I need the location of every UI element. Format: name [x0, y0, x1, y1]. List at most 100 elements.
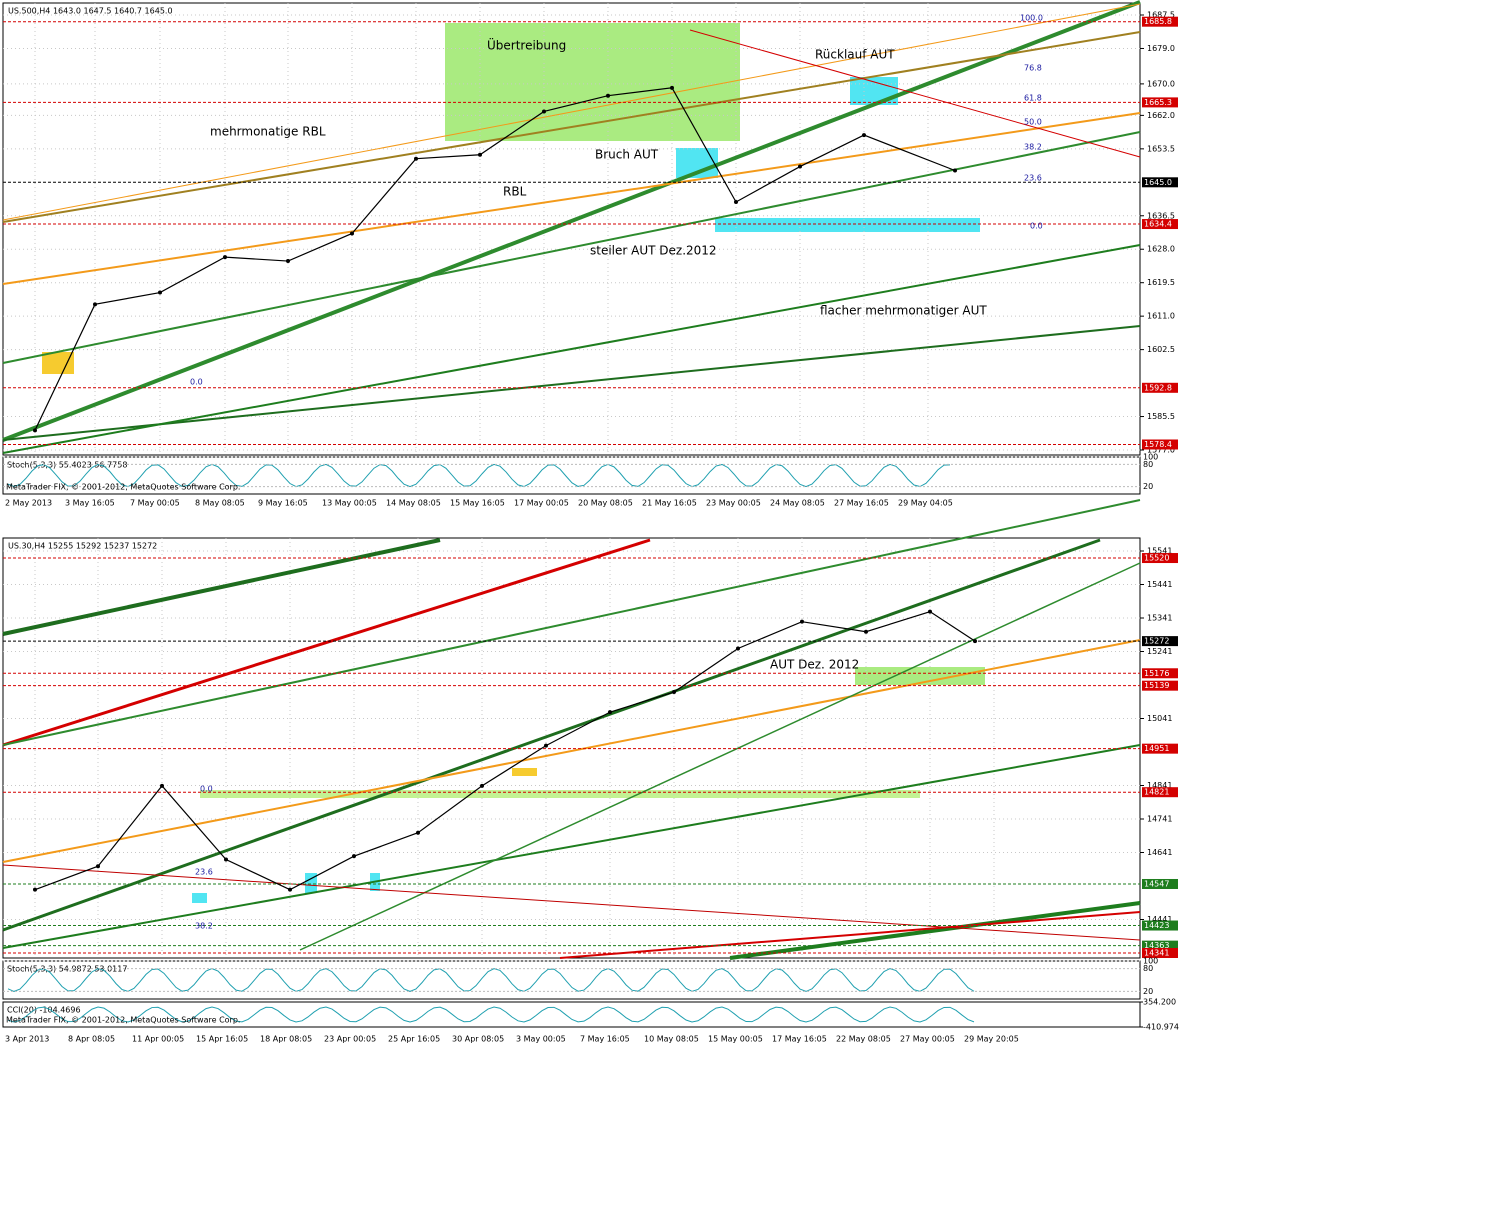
x-tick-label: 29 May 20:05	[964, 1035, 1019, 1044]
price-point	[973, 639, 977, 644]
price-tag-label: 15520	[1144, 554, 1169, 563]
price-point	[862, 133, 866, 138]
fib-label: 23.6	[1024, 174, 1042, 183]
trend-line	[2, 864, 1141, 941]
price-point	[286, 259, 290, 264]
x-tick-label: 13 May 00:05	[322, 499, 377, 508]
trend-line	[2, 538, 651, 747]
price-point	[928, 609, 932, 614]
x-tick-label: 23 May 00:05	[706, 499, 761, 508]
fib-label: 0.0	[190, 378, 203, 387]
y-tick-label: 15341	[1147, 614, 1172, 623]
x-tick-label: 2 May 2013	[5, 499, 52, 508]
price-point	[414, 156, 418, 161]
price-tag	[1142, 878, 1178, 889]
price-line	[34, 610, 976, 891]
price-tag	[1142, 16, 1178, 27]
fib-label: 38.2	[195, 922, 213, 931]
fib-label: 0.0	[200, 785, 213, 794]
trend-line	[2, 538, 441, 636]
x-tick-label: 25 Apr 16:05	[388, 1035, 440, 1044]
price-point	[480, 783, 484, 788]
indicator-tick-label: 354.200	[1143, 998, 1176, 1007]
copyright: MetaTrader FIX, © 2001-2012, MetaQuotes …	[6, 1016, 240, 1025]
x-tick-label: 9 May 16:05	[258, 499, 308, 508]
indicator-panel	[2, 456, 1141, 495]
y-tick-label: 1662.0	[1147, 111, 1175, 120]
x-tick-label: 29 May 04:05	[898, 499, 953, 508]
indicator-tick-label: 100	[1143, 453, 1158, 462]
y-tick-label: 15041	[1147, 714, 1172, 723]
x-tick-label: 3 Apr 2013	[5, 1035, 49, 1044]
price-tag-label: 1685.8	[1144, 17, 1172, 26]
price-tag	[1142, 940, 1178, 951]
y-tick-label: 14641	[1147, 848, 1172, 857]
highlight-zone	[192, 893, 207, 903]
highlight-zone	[850, 77, 898, 105]
price-point	[606, 93, 610, 98]
price-tag	[1142, 680, 1178, 691]
price-point	[608, 710, 612, 715]
x-tick-label: 15 Apr 16:05	[196, 1035, 248, 1044]
trend-line	[2, 538, 1101, 932]
indicator-tick-label: 80	[1143, 964, 1153, 973]
price-point	[953, 168, 957, 173]
price-tag-label: 1634.4	[1144, 220, 1172, 229]
indicator-label: CCI(20) -104.4696	[7, 1006, 81, 1015]
x-tick-label: 27 May 16:05	[834, 499, 889, 508]
trend-line	[2, 499, 1141, 746]
price-tag-label: 14341	[1144, 949, 1169, 958]
chart-title: US.30,H4 15255 15292 15237 15272	[8, 542, 157, 551]
price-tag	[1142, 553, 1178, 564]
highlight-zone	[305, 873, 317, 893]
trend-line	[2, 244, 1141, 454]
price-point	[352, 854, 356, 859]
x-tick-label: 23 Apr 00:05	[324, 1035, 376, 1044]
y-tick-label: 1602.5	[1147, 345, 1175, 354]
annotation: Rücklauf AUT	[815, 48, 895, 62]
y-tick-label: 14841	[1147, 781, 1172, 790]
trend-line	[559, 911, 1141, 959]
highlight-zone	[512, 768, 537, 776]
price-tag	[1142, 787, 1178, 798]
fib-label: 38.2	[1024, 143, 1042, 152]
annotation: RBL	[503, 185, 527, 199]
price-tag-label: 15272	[1144, 637, 1169, 646]
y-tick-label: 1687.5	[1147, 11, 1175, 20]
indicator-tick-label: 80	[1143, 460, 1153, 469]
price-tag	[1142, 97, 1178, 108]
price-tag	[1142, 219, 1178, 230]
price-point	[864, 629, 868, 634]
price-tag	[1142, 439, 1178, 450]
price-tag	[1142, 636, 1178, 647]
price-point	[798, 164, 802, 169]
indicator-panel	[2, 960, 1141, 1000]
price-tag-label: 1645.0	[1144, 178, 1172, 187]
indicator-line	[7, 1006, 975, 1023]
indicator-line	[7, 968, 975, 992]
price-tag-label: 14951	[1144, 744, 1169, 753]
y-tick-label: 15241	[1147, 647, 1172, 656]
annotation: Übertreibung	[487, 37, 566, 53]
price-tag-label: 15139	[1144, 681, 1169, 690]
price-point	[223, 255, 227, 260]
fib-label: 61.8	[1024, 94, 1042, 103]
x-tick-label: 30 Apr 08:05	[452, 1035, 504, 1044]
y-tick-label: 15541	[1147, 547, 1172, 556]
trend-line	[2, 639, 1141, 863]
price-point	[160, 783, 164, 788]
x-tick-label: 18 Apr 08:05	[260, 1035, 312, 1044]
y-tick-label: 1653.5	[1147, 144, 1175, 153]
y-tick-label: 1636.5	[1147, 211, 1175, 220]
price-point	[158, 290, 162, 295]
x-tick-label: 24 May 08:05	[770, 499, 825, 508]
fib-label: 0.0	[1030, 222, 1043, 231]
price-tag-label: 14363	[1144, 941, 1169, 950]
price-tag	[1142, 382, 1178, 393]
indicator-tick-label: 20	[1143, 482, 1153, 491]
trend-line	[2, 112, 1141, 285]
x-tick-label: 8 May 08:05	[195, 499, 245, 508]
annotation: flacher mehrmonatiger AUT	[820, 304, 987, 318]
indicator-line	[7, 463, 951, 488]
